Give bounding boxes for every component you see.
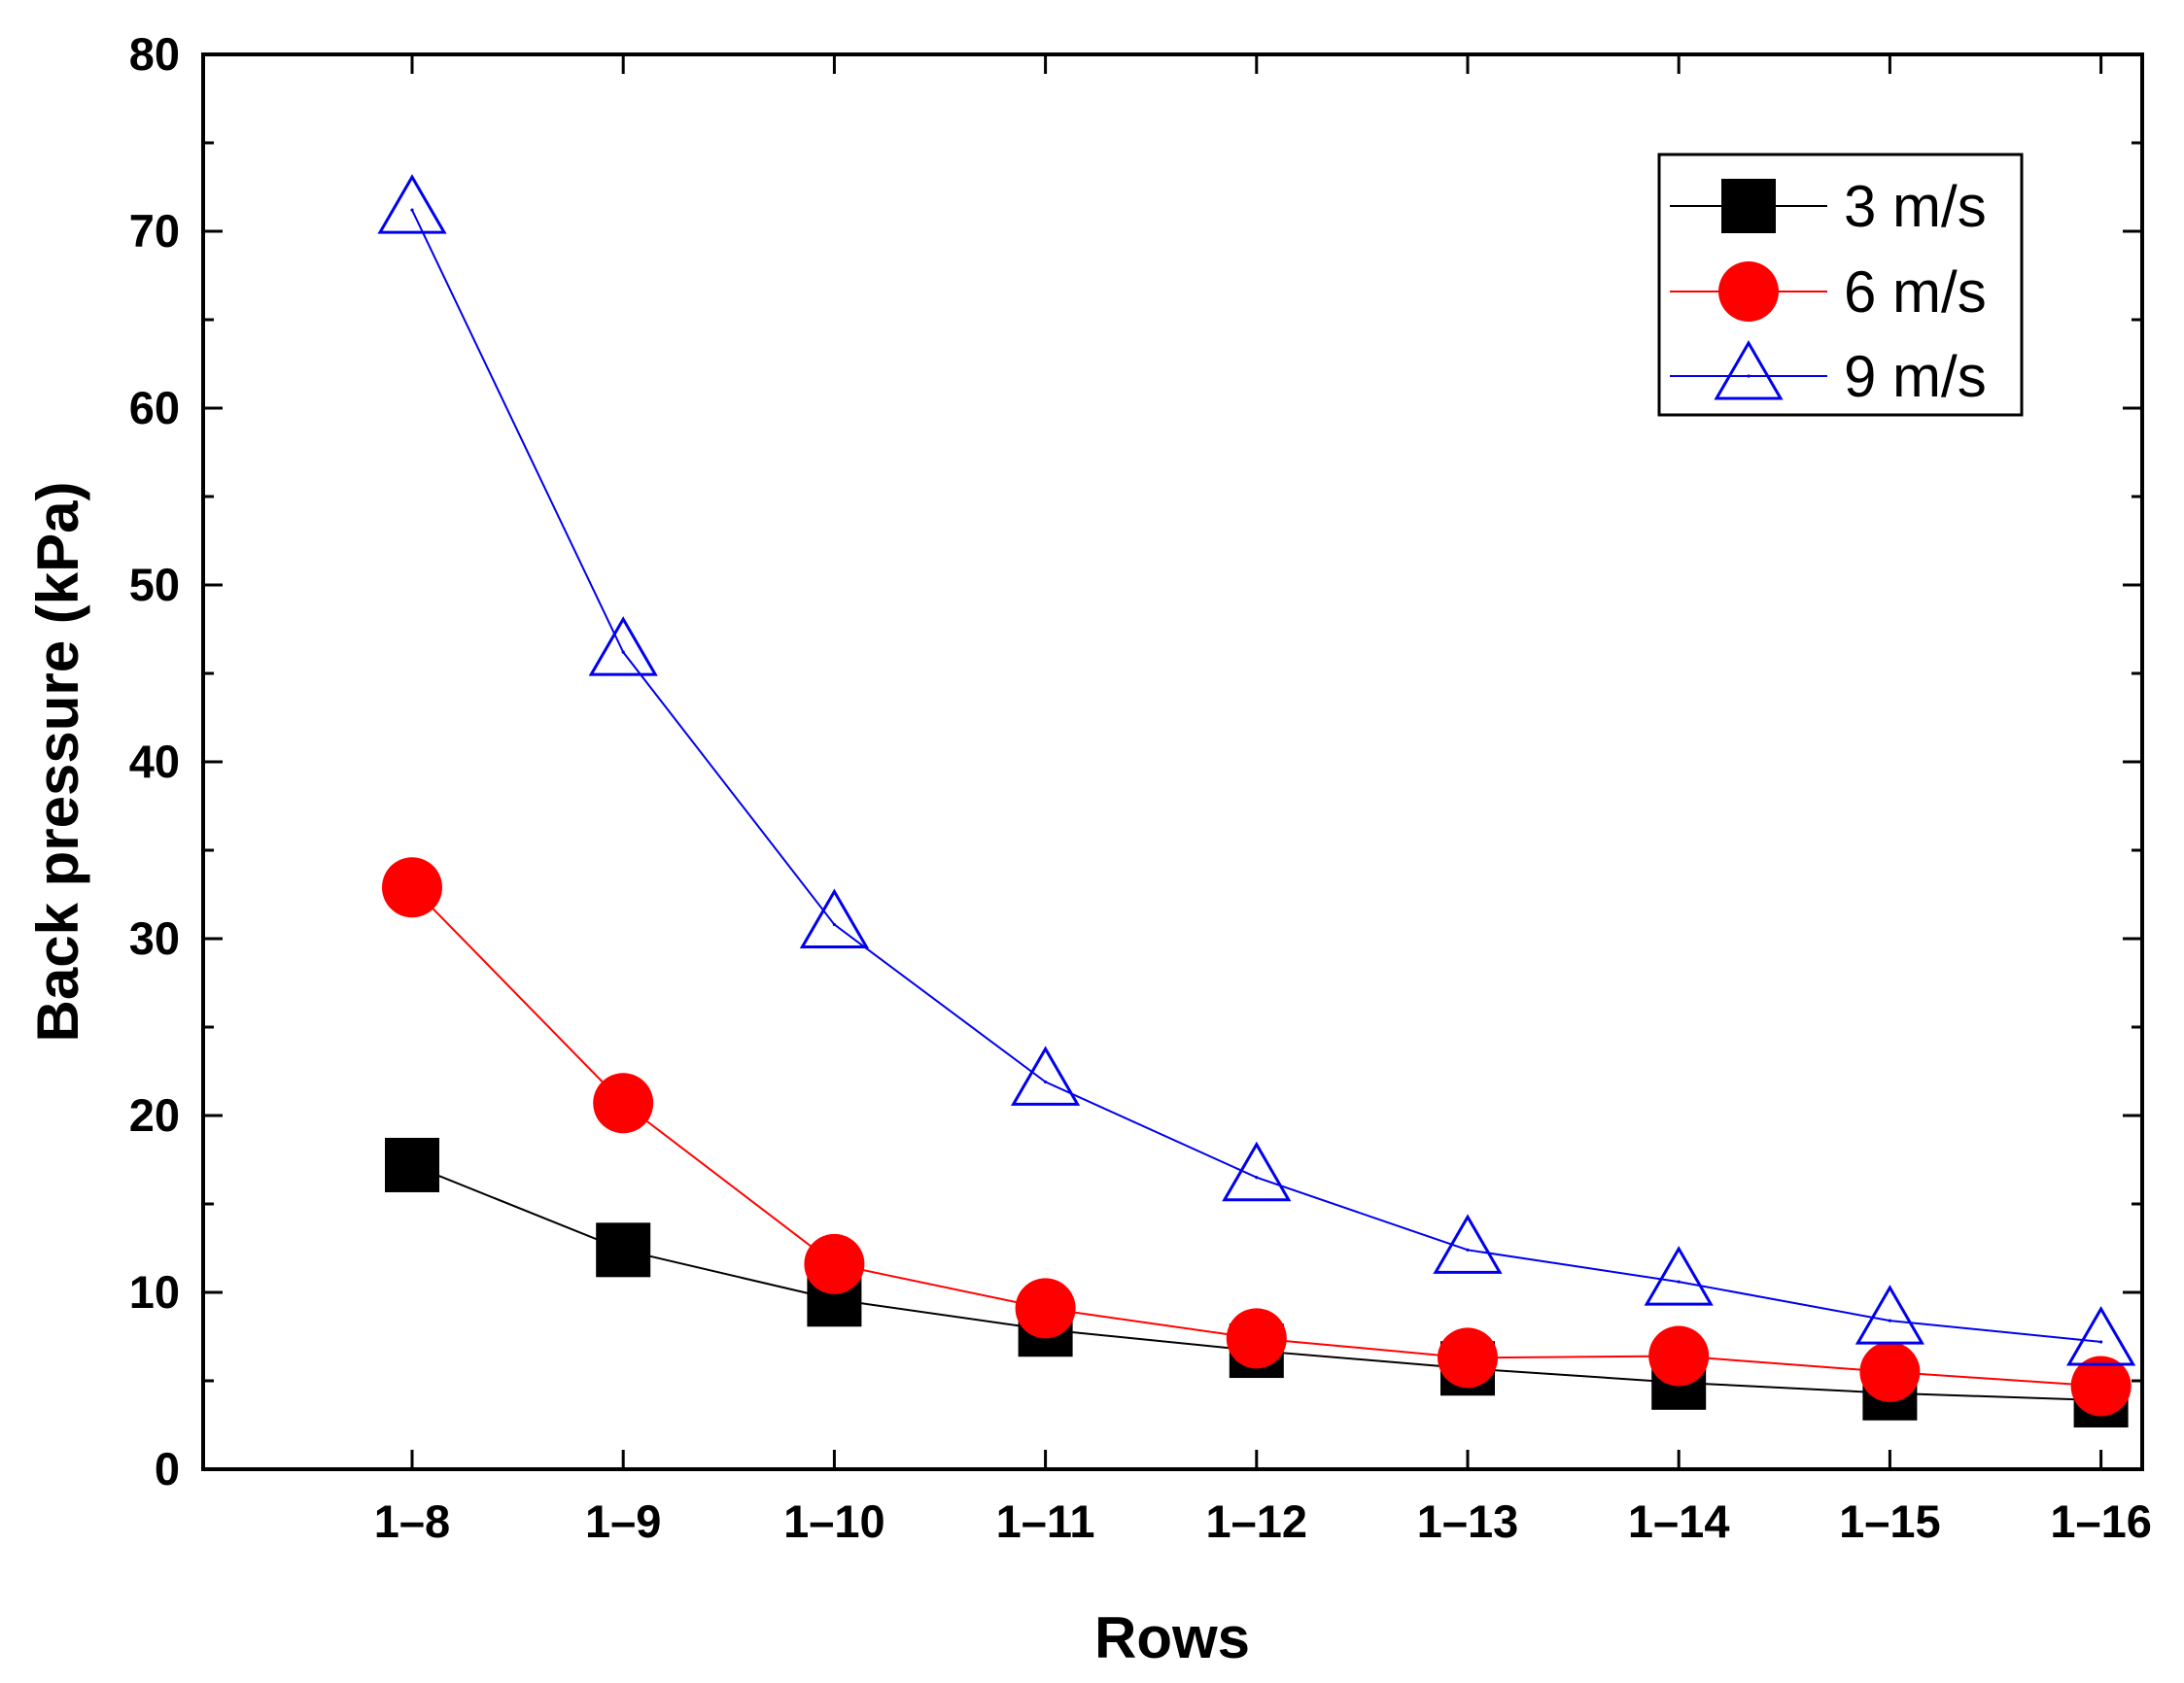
y-tick-label: 30 bbox=[129, 912, 180, 964]
data-point-9-ms-dot bbox=[1466, 1248, 1470, 1252]
x-tick-label: 1–9 bbox=[585, 1495, 661, 1547]
data-point-9-ms bbox=[2065, 1305, 2136, 1366]
x-tick-label: 1–11 bbox=[996, 1495, 1095, 1547]
data-point-9-ms-dot bbox=[1677, 1280, 1681, 1284]
legend-label-3-ms: 3 m/s bbox=[1844, 174, 1987, 239]
series-9-ms bbox=[377, 174, 2136, 1366]
data-point-9-ms-dot bbox=[2099, 1340, 2103, 1344]
data-point-3-ms bbox=[385, 1137, 439, 1192]
data-point-9-ms bbox=[1010, 1046, 1081, 1106]
data-point-9-ms bbox=[1222, 1141, 1292, 1202]
legend-marker-9-ms-dot bbox=[1747, 374, 1751, 378]
data-point-9-ms-dot bbox=[1255, 1176, 1259, 1180]
x-tick-labels: 1–8 1–9 1–10 1–11 1–12 1–13 1–14 1–15 1–16 bbox=[374, 1495, 2152, 1547]
series-group bbox=[377, 174, 2136, 1428]
data-point-6-ms bbox=[1648, 1325, 1710, 1387]
x-tick-label: 1–16 bbox=[2050, 1495, 2152, 1547]
y-tick-label: 20 bbox=[129, 1089, 180, 1141]
tick-marks bbox=[203, 52, 2142, 1471]
data-point-6-ms bbox=[382, 857, 442, 918]
x-tick-label: 1–13 bbox=[1417, 1495, 1519, 1547]
data-point-6-ms bbox=[1859, 1341, 1921, 1402]
y-tick-label: 60 bbox=[129, 382, 180, 433]
x-tick-label: 1–10 bbox=[783, 1495, 885, 1547]
data-point-9-ms bbox=[377, 174, 447, 234]
y-tick-label: 50 bbox=[129, 559, 180, 610]
data-point-9-ms-dot bbox=[1888, 1319, 1891, 1322]
data-point-9-ms bbox=[799, 888, 870, 948]
data-point-6-ms bbox=[804, 1233, 865, 1294]
data-point-6-ms bbox=[1015, 1278, 1076, 1339]
y-tick-labels: 0 10 20 30 40 50 60 70 80 bbox=[129, 28, 180, 1494]
data-point-9-ms bbox=[1855, 1285, 1925, 1345]
data-point-6-ms bbox=[2070, 1356, 2132, 1417]
y-tick-label: 80 bbox=[129, 28, 180, 80]
legend-marker-3-ms bbox=[1721, 179, 1776, 233]
data-point-9-ms bbox=[1644, 1246, 1714, 1306]
data-point-9-ms-dot bbox=[832, 922, 837, 927]
x-tick-label: 1–8 bbox=[374, 1495, 450, 1547]
legend: 3 m/s 6 m/s 9 m/s bbox=[1657, 153, 2024, 417]
legend-label-6-ms: 6 m/s bbox=[1844, 259, 1987, 325]
y-tick-label: 70 bbox=[129, 205, 180, 257]
legend-label-9-ms: 9 m/s bbox=[1844, 344, 1987, 409]
data-point-3-ms bbox=[596, 1222, 651, 1278]
y-tick-label: 0 bbox=[155, 1443, 180, 1494]
x-axis-title: Rows bbox=[1094, 1605, 1250, 1670]
legend-marker-6-ms bbox=[1718, 261, 1779, 322]
data-point-6-ms bbox=[1438, 1327, 1498, 1389]
series-6-ms bbox=[382, 857, 2132, 1417]
data-point-9-ms bbox=[588, 616, 658, 676]
legend-items: 3 m/s 6 m/s 9 m/s bbox=[1670, 174, 1987, 409]
data-point-9-ms-dot bbox=[410, 208, 414, 212]
data-point-9-ms-dot bbox=[1044, 1080, 1048, 1084]
y-tick-label: 40 bbox=[129, 736, 180, 787]
x-tick-label: 1–12 bbox=[1206, 1495, 1308, 1547]
y-tick-label: 10 bbox=[129, 1266, 180, 1318]
y-axis-title: Back pressure (kPa) bbox=[25, 482, 90, 1043]
data-point-9-ms-dot bbox=[621, 650, 625, 654]
legend-marker-9-ms bbox=[1714, 340, 1784, 400]
data-point-6-ms bbox=[593, 1073, 654, 1134]
data-point-9-ms bbox=[1433, 1214, 1503, 1274]
x-tick-label: 1–14 bbox=[1628, 1495, 1730, 1547]
data-point-6-ms bbox=[1226, 1308, 1287, 1369]
x-tick-label: 1–15 bbox=[1839, 1495, 1941, 1547]
